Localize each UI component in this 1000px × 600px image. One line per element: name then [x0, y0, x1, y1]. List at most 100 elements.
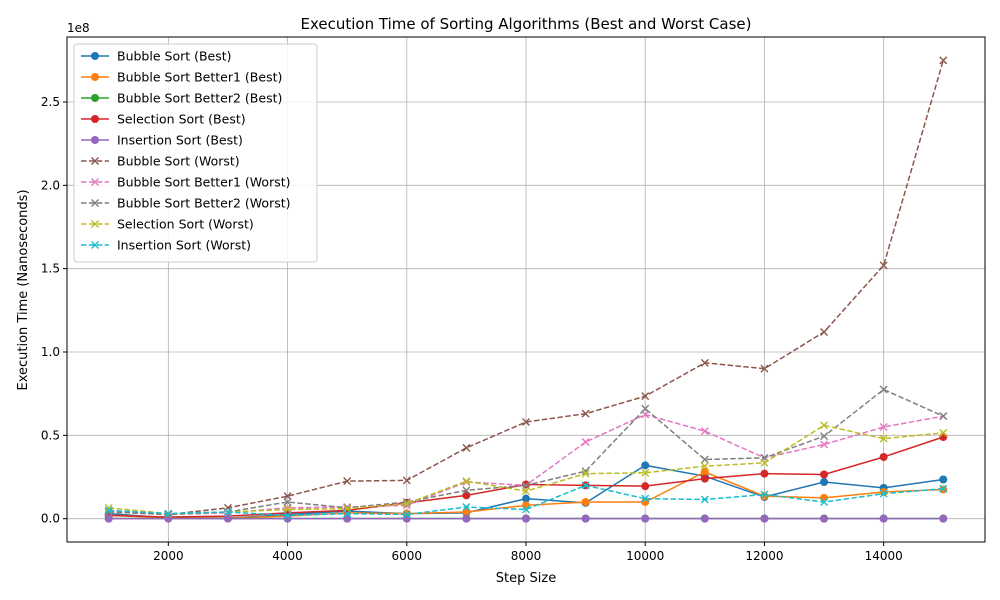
data-point — [402, 510, 411, 519]
y-tick-label: 2.5 — [41, 95, 60, 109]
legend-swatch-marker — [91, 157, 99, 165]
legend-swatch-marker — [91, 178, 99, 186]
data-point — [283, 498, 292, 506]
data-point — [223, 508, 232, 516]
data-point — [760, 458, 769, 467]
legend-label: Insertion Sort (Best) — [117, 133, 243, 148]
legend-item: Bubble Sort Better2 (Worst) — [81, 196, 291, 211]
legend-item: Insertion Sort (Worst) — [81, 238, 251, 253]
legend-swatch-marker — [91, 220, 99, 228]
data-point — [760, 364, 769, 373]
y-offset-label: 1e8 — [67, 21, 90, 35]
legend-swatch-marker — [91, 241, 99, 249]
data-point — [164, 509, 173, 518]
data-point — [343, 514, 352, 523]
legend-box — [73, 43, 318, 263]
data-point — [879, 489, 888, 498]
data-point — [700, 474, 709, 483]
legend-item: Bubble Sort (Worst) — [81, 154, 240, 169]
data-point — [700, 455, 709, 464]
legend-swatch-marker — [91, 94, 99, 102]
data-point — [522, 418, 530, 426]
data-point — [581, 481, 590, 490]
data-point — [820, 421, 829, 430]
data-point — [760, 514, 769, 523]
data-point — [760, 492, 769, 501]
data-point — [402, 476, 411, 485]
legend-swatch-marker — [91, 115, 99, 123]
data-point — [522, 481, 530, 490]
data-point — [522, 487, 530, 496]
data-point — [879, 261, 888, 270]
data-point — [879, 423, 888, 431]
data-point — [462, 477, 471, 486]
x-tick-label: 2000 — [153, 549, 184, 563]
data-point — [104, 506, 113, 515]
data-point — [879, 385, 888, 394]
legend-label: Selection Sort (Best) — [117, 112, 246, 127]
data-point — [402, 499, 411, 508]
legend-label: Selection Sort (Worst) — [117, 217, 254, 232]
legend-label: Bubble Sort Better2 (Best) — [117, 91, 282, 106]
data-point — [581, 469, 590, 478]
legend-item: Bubble Sort Better1 (Best) — [81, 70, 282, 85]
data-point — [462, 514, 471, 523]
data-point — [283, 492, 292, 501]
y-tick-label: 2.0 — [41, 178, 60, 192]
data-point — [760, 469, 769, 478]
legend-item: Bubble Sort (Best) — [81, 49, 232, 64]
data-point — [641, 392, 650, 401]
data-point — [820, 493, 829, 502]
series-9 — [104, 481, 948, 520]
data-point — [820, 432, 829, 441]
y-tick-label: 0.5 — [41, 428, 60, 442]
data-point — [820, 440, 829, 449]
data-point — [820, 470, 829, 479]
legend-label: Bubble Sort (Worst) — [117, 154, 240, 169]
series-line — [108, 60, 944, 516]
x-axis-label: Step Size — [496, 571, 556, 586]
data-point — [462, 443, 471, 452]
legend-swatch-marker — [91, 199, 99, 207]
data-point — [820, 478, 829, 486]
legend-label: Bubble Sort Better1 (Worst) — [117, 175, 291, 190]
data-point — [522, 494, 530, 503]
series-line — [108, 484, 944, 517]
data-point — [343, 477, 352, 486]
data-point — [820, 514, 829, 523]
data-point — [879, 488, 888, 496]
legend-item: Bubble Sort Better1 (Worst) — [81, 175, 291, 190]
data-point — [939, 484, 948, 493]
legend-label: Bubble Sort Better2 (Worst) — [117, 196, 291, 211]
legend-swatch-marker — [91, 52, 99, 60]
legend-swatch-marker — [91, 73, 99, 81]
data-point — [522, 505, 530, 514]
data-point — [581, 409, 590, 418]
data-point — [820, 328, 829, 336]
data-point — [641, 468, 650, 477]
legend-label: Bubble Sort Better1 (Best) — [117, 70, 282, 85]
y-tick-label: 1.5 — [41, 262, 60, 276]
data-point — [879, 514, 888, 523]
x-tick-label: 12000 — [745, 549, 783, 563]
data-point — [939, 475, 948, 484]
y-axis-label: Execution Time (Nanoseconds) — [16, 189, 31, 390]
legend-label: Bubble Sort (Best) — [117, 49, 232, 64]
data-point — [462, 486, 471, 495]
x-tick-label: 10000 — [626, 549, 664, 563]
data-point — [343, 509, 352, 518]
data-point — [581, 514, 590, 523]
data-point — [700, 427, 709, 436]
data-point — [700, 358, 709, 367]
legend: Bubble Sort (Best) Bubble Sort Better1 (B… — [73, 43, 318, 263]
data-point — [522, 514, 530, 523]
data-point — [462, 503, 471, 511]
data-point — [879, 434, 888, 443]
data-point — [641, 514, 650, 523]
data-point — [700, 514, 709, 523]
data-point — [700, 462, 709, 471]
data-point — [402, 514, 411, 523]
data-point — [641, 482, 650, 491]
data-point — [939, 514, 948, 523]
